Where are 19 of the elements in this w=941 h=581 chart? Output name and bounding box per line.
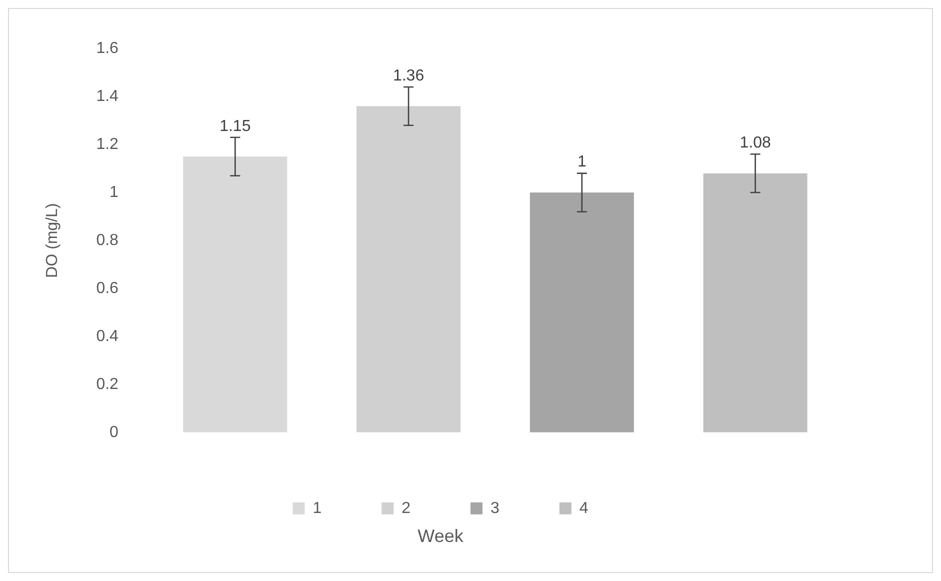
data-label: 1.36	[392, 67, 424, 84]
y-tick-label: 1.6	[96, 40, 119, 58]
y-tick-label: 1.2	[96, 136, 119, 153]
legend-label: 4	[579, 500, 588, 517]
x-axis-title: Week	[418, 526, 464, 546]
y-axis-title: DO (mg/L)	[44, 203, 62, 278]
y-tick-label: 0.2	[96, 376, 119, 393]
legend-label: 2	[402, 500, 411, 517]
y-tick-label: 0.8	[96, 232, 119, 249]
data-label: 1.08	[740, 134, 771, 152]
y-tick-label: 1	[110, 184, 119, 201]
y-tick-label: 1.4	[96, 88, 119, 105]
data-label: 1.15	[220, 118, 251, 135]
data-label: 1	[577, 154, 586, 171]
legend-label: 3	[490, 500, 500, 517]
y-tick-label: 0.6	[96, 280, 119, 297]
y-tick-label: 0	[110, 424, 119, 441]
y-tick-label: 0.4	[96, 328, 119, 345]
legend-label: 1	[312, 500, 322, 517]
